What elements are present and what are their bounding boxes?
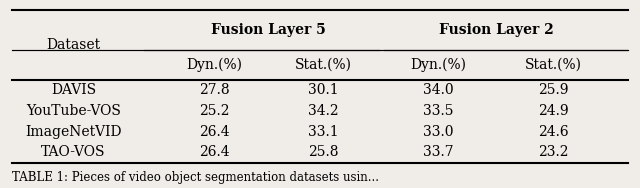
- Text: 23.2: 23.2: [538, 145, 569, 159]
- Text: Stat.(%): Stat.(%): [294, 58, 352, 72]
- Text: 25.8: 25.8: [308, 145, 339, 159]
- Text: 30.1: 30.1: [308, 83, 339, 97]
- Text: 27.8: 27.8: [199, 83, 230, 97]
- Text: 25.9: 25.9: [538, 83, 569, 97]
- Text: YouTube-VOS: YouTube-VOS: [26, 104, 121, 118]
- Text: TABLE 1: Pieces of video object segmentation datasets usin...: TABLE 1: Pieces of video object segmenta…: [12, 171, 378, 184]
- Text: 24.9: 24.9: [538, 104, 569, 118]
- Text: 34.2: 34.2: [308, 104, 339, 118]
- Text: Stat.(%): Stat.(%): [525, 58, 582, 72]
- Text: 33.0: 33.0: [423, 125, 454, 139]
- Text: 33.5: 33.5: [423, 104, 454, 118]
- Text: Dyn.(%): Dyn.(%): [410, 58, 467, 72]
- Text: Dataset: Dataset: [47, 38, 100, 52]
- Text: Dyn.(%): Dyn.(%): [186, 58, 243, 72]
- Text: 34.0: 34.0: [423, 83, 454, 97]
- Text: 26.4: 26.4: [199, 145, 230, 159]
- Text: DAVIS: DAVIS: [51, 83, 96, 97]
- Text: 33.7: 33.7: [423, 145, 454, 159]
- Text: Fusion Layer 2: Fusion Layer 2: [438, 23, 554, 37]
- Text: 26.4: 26.4: [199, 125, 230, 139]
- Text: ImageNetVID: ImageNetVID: [26, 125, 122, 139]
- Text: 24.6: 24.6: [538, 125, 569, 139]
- Text: 33.1: 33.1: [308, 125, 339, 139]
- Text: 25.2: 25.2: [199, 104, 230, 118]
- Text: TAO-VOS: TAO-VOS: [42, 145, 106, 159]
- Text: Fusion Layer 5: Fusion Layer 5: [211, 23, 326, 37]
